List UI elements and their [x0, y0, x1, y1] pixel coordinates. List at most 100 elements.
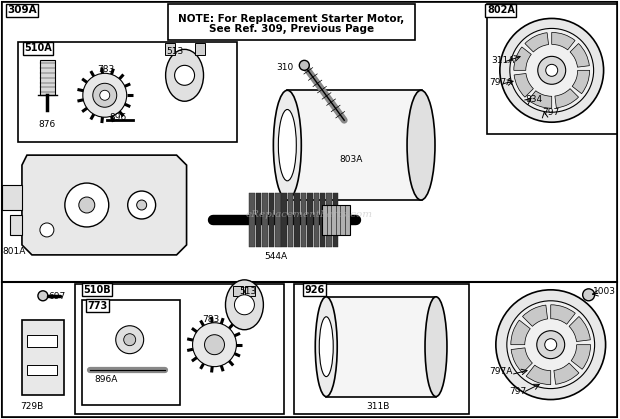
Text: 510B: 510B: [83, 285, 110, 295]
Wedge shape: [526, 365, 551, 385]
Ellipse shape: [166, 49, 203, 101]
Text: 797: 797: [509, 387, 526, 396]
Circle shape: [40, 223, 54, 237]
Wedge shape: [514, 47, 531, 70]
Ellipse shape: [319, 317, 333, 377]
Bar: [2, 282, 616, 416]
Bar: [333, 193, 339, 247]
Bar: [27, 365, 57, 375]
Text: 311A: 311A: [491, 56, 514, 65]
Polygon shape: [10, 215, 22, 235]
Bar: [249, 193, 255, 247]
Text: 876: 876: [38, 120, 55, 129]
Wedge shape: [528, 91, 552, 108]
Text: 513: 513: [239, 287, 257, 296]
Wedge shape: [525, 33, 549, 52]
Bar: [281, 193, 287, 247]
Bar: [195, 44, 205, 55]
Wedge shape: [554, 363, 579, 384]
Bar: [307, 193, 312, 247]
Text: 797A: 797A: [489, 78, 512, 87]
Text: 544A: 544A: [264, 252, 288, 261]
Text: 773: 773: [87, 301, 108, 311]
Circle shape: [128, 191, 156, 219]
Circle shape: [538, 56, 565, 84]
Bar: [326, 193, 332, 247]
Bar: [275, 193, 280, 247]
Circle shape: [500, 18, 604, 122]
Text: NOTE: For Replacement Starter Motor,: NOTE: For Replacement Starter Motor,: [178, 14, 404, 24]
Circle shape: [93, 83, 117, 107]
Circle shape: [510, 28, 593, 112]
Text: 510A: 510A: [24, 44, 52, 53]
Bar: [262, 193, 268, 247]
Circle shape: [545, 339, 557, 351]
Wedge shape: [523, 305, 547, 326]
Wedge shape: [572, 70, 590, 94]
Text: 310: 310: [277, 63, 294, 72]
Ellipse shape: [425, 297, 447, 396]
Ellipse shape: [407, 90, 435, 200]
Circle shape: [496, 290, 606, 400]
Circle shape: [38, 291, 48, 301]
Wedge shape: [551, 305, 575, 324]
Bar: [167, 5, 415, 40]
Circle shape: [65, 183, 108, 227]
Bar: [2, 3, 616, 282]
Polygon shape: [22, 155, 187, 255]
Text: eReplacementParts.com: eReplacementParts.com: [246, 210, 373, 220]
Ellipse shape: [278, 109, 296, 181]
Text: 834: 834: [526, 95, 543, 104]
Bar: [82, 300, 180, 405]
Text: 309A: 309A: [7, 5, 37, 16]
Circle shape: [537, 331, 565, 359]
Wedge shape: [570, 44, 590, 67]
Bar: [287, 90, 422, 200]
Bar: [301, 193, 306, 247]
Circle shape: [79, 197, 95, 213]
Wedge shape: [555, 89, 578, 108]
Bar: [322, 205, 350, 235]
Wedge shape: [514, 73, 533, 97]
Bar: [40, 60, 55, 95]
Ellipse shape: [273, 90, 301, 200]
Bar: [256, 193, 261, 247]
Circle shape: [583, 289, 595, 301]
Bar: [314, 193, 319, 247]
Bar: [326, 297, 436, 396]
Text: 697: 697: [48, 292, 65, 301]
Bar: [320, 193, 326, 247]
Circle shape: [546, 65, 558, 76]
Text: 896A: 896A: [95, 375, 118, 384]
Bar: [75, 284, 285, 414]
Wedge shape: [511, 320, 530, 345]
Bar: [246, 286, 255, 296]
Polygon shape: [2, 185, 22, 210]
Bar: [268, 193, 274, 247]
Circle shape: [116, 326, 144, 354]
Wedge shape: [571, 345, 591, 369]
Text: 729B: 729B: [20, 401, 43, 411]
Bar: [294, 193, 300, 247]
Text: 783: 783: [97, 65, 114, 74]
Bar: [18, 42, 237, 142]
Text: 926: 926: [304, 285, 324, 295]
Text: 797: 797: [542, 108, 559, 117]
Text: 513: 513: [167, 47, 184, 57]
Bar: [288, 193, 293, 247]
Circle shape: [100, 90, 110, 100]
Text: 797A: 797A: [489, 367, 512, 376]
Bar: [487, 5, 616, 134]
Bar: [294, 284, 469, 414]
Circle shape: [205, 335, 224, 354]
Text: 802A: 802A: [487, 5, 515, 16]
Circle shape: [234, 295, 254, 315]
Wedge shape: [511, 348, 533, 373]
Text: 896: 896: [110, 113, 127, 122]
Circle shape: [136, 200, 147, 210]
Circle shape: [299, 60, 309, 70]
Wedge shape: [569, 316, 590, 341]
Text: 801A: 801A: [2, 247, 25, 256]
Circle shape: [175, 65, 195, 85]
Bar: [234, 286, 244, 296]
